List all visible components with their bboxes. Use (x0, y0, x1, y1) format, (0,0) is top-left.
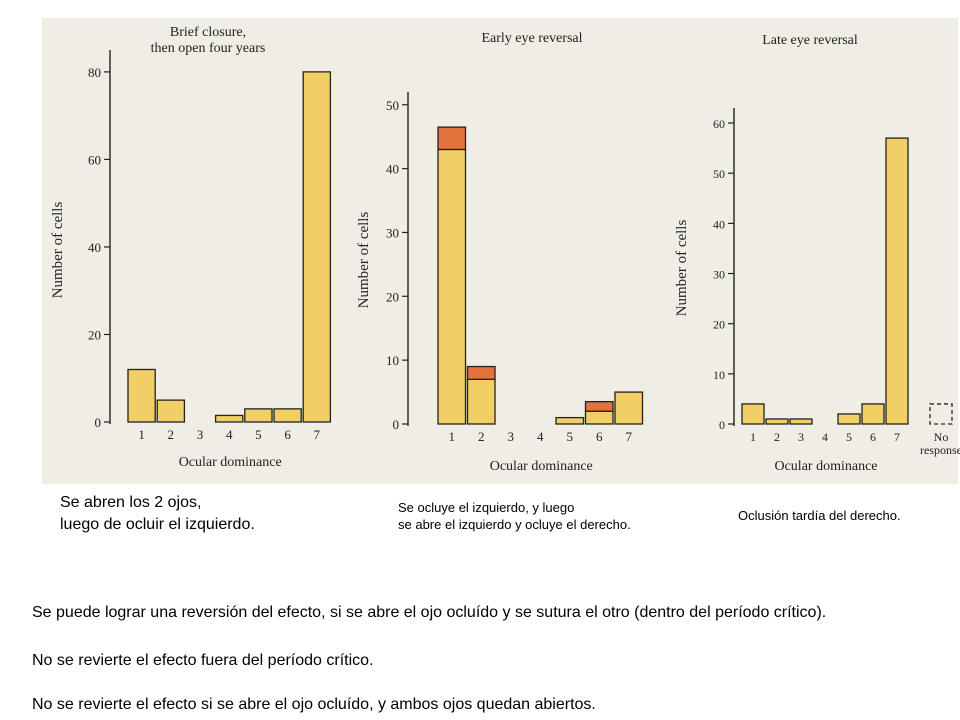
bar-1 (437, 148, 467, 425)
bar-3 (789, 418, 813, 425)
y-tick-label: 10 (386, 353, 399, 368)
bar-2 (765, 418, 789, 425)
x-tick-label: No (934, 430, 949, 444)
caption-left-line2: luego de ocluir el izquierdo. (60, 516, 255, 533)
bar-7 (885, 137, 909, 425)
y-tick-label: 40 (386, 162, 399, 177)
y-tick-label: 50 (713, 167, 725, 181)
chart-title: then open four years (151, 41, 266, 56)
y-tick-label: 40 (713, 217, 725, 231)
y-tick-label: 30 (386, 225, 399, 240)
x-tick-label: 3 (508, 429, 515, 444)
note-1: Se puede lograr una reversión del efecto… (32, 604, 827, 621)
x-tick-label: 6 (284, 427, 291, 442)
caption-middle-line2: se abre el izquierdo y ocluye el derecho… (398, 517, 631, 532)
y-tick-label: 0 (393, 417, 400, 432)
x-tick-label: 5 (846, 430, 852, 444)
chart-early-eye-reversal: 0 10 20 30 40 50 1 2 3 4 5 6 7 Early eye reversal Ocul… (356, 31, 644, 474)
bar-2 (156, 399, 186, 423)
figure-scan (42, 18, 958, 484)
x-tick-label: 7 (626, 429, 633, 444)
bar-no-response (929, 403, 953, 425)
bar-1 (741, 403, 765, 425)
x-axis-label: Ocular dominance (774, 459, 877, 474)
caption-middle: Se ocluye el izquierdo, y luego se abre … (398, 499, 631, 533)
x-tick-label: 4 (226, 427, 233, 442)
note-2: No se revierte el efecto fuera del perío… (32, 652, 374, 669)
x-tick-label: 7 (314, 427, 321, 442)
x-tick-label: 6 (870, 430, 876, 444)
x-axis-label: Ocular dominance (490, 459, 593, 474)
x-tick-label: 3 (197, 427, 204, 442)
x-tick-label: response (920, 443, 960, 457)
x-axis-label: Ocular dominance (179, 455, 282, 470)
y-tick-label: 60 (713, 117, 725, 131)
bar-5 (244, 408, 273, 423)
bar-increment-1 (437, 126, 467, 151)
y-tick-label: 30 (713, 268, 725, 282)
bar-4 (214, 414, 244, 423)
note-3: No se revierte el efecto si se abre el o… (32, 696, 596, 713)
y-axis-label: Number of cells (356, 212, 372, 309)
y-tick-label: 40 (88, 240, 101, 255)
y-tick-label: 60 (88, 152, 101, 167)
bar-5 (555, 416, 585, 425)
chart-brief-closure: 0 20 40 60 80 1 2 3 4 5 6 7 Brief closure,then open … (50, 25, 332, 470)
y-tick-label: 10 (713, 368, 725, 382)
x-tick-label: 4 (537, 429, 544, 444)
caption-left: Se abren los 2 ojos, luego de ocluir el … (60, 492, 255, 536)
caption-middle-line1: Se ocluye el izquierdo, y luego (398, 500, 575, 515)
y-tick-label: 20 (88, 327, 101, 342)
bar-1 (127, 368, 156, 423)
x-tick-label: 1 (449, 429, 456, 444)
caption-right: Oclusión tardía del derecho. (738, 508, 901, 523)
bar-6 (584, 410, 614, 425)
y-axis-label: Number of cells (674, 220, 690, 317)
y-tick-label: 0 (95, 415, 102, 430)
y-tick-label: 20 (386, 289, 399, 304)
bar-increment-6 (584, 401, 614, 412)
bar-increment-2 (466, 365, 496, 380)
bar-2 (466, 378, 496, 425)
bar-7 (302, 71, 332, 423)
bar-6 (861, 403, 885, 425)
y-tick-label: 80 (88, 65, 101, 80)
y-tick-label: 50 (386, 98, 399, 113)
x-tick-label: 5 (567, 429, 574, 444)
bar-5 (837, 413, 861, 425)
x-tick-label: 2 (168, 427, 175, 442)
x-tick-label: 2 (478, 429, 485, 444)
x-tick-label: 2 (774, 430, 780, 444)
bar-6 (273, 408, 302, 423)
chart-title: Early eye reversal (481, 31, 582, 46)
y-tick-label: 0 (719, 418, 725, 432)
x-tick-label: 1 (750, 430, 756, 444)
x-tick-label: 3 (798, 430, 804, 444)
x-tick-label: 5 (255, 427, 262, 442)
chart-title: Brief closure, (170, 25, 246, 40)
y-axis-label: Number of cells (50, 202, 66, 299)
bar-7 (614, 391, 644, 425)
caption-left-line1: Se abren los 2 ojos, (60, 494, 202, 511)
x-tick-label: 1 (138, 427, 145, 442)
chart-title: Late eye reversal (762, 33, 858, 48)
y-tick-label: 20 (713, 318, 725, 332)
x-tick-label: 4 (822, 430, 828, 444)
x-tick-label: 6 (596, 429, 603, 444)
x-tick-label: 7 (894, 430, 900, 444)
